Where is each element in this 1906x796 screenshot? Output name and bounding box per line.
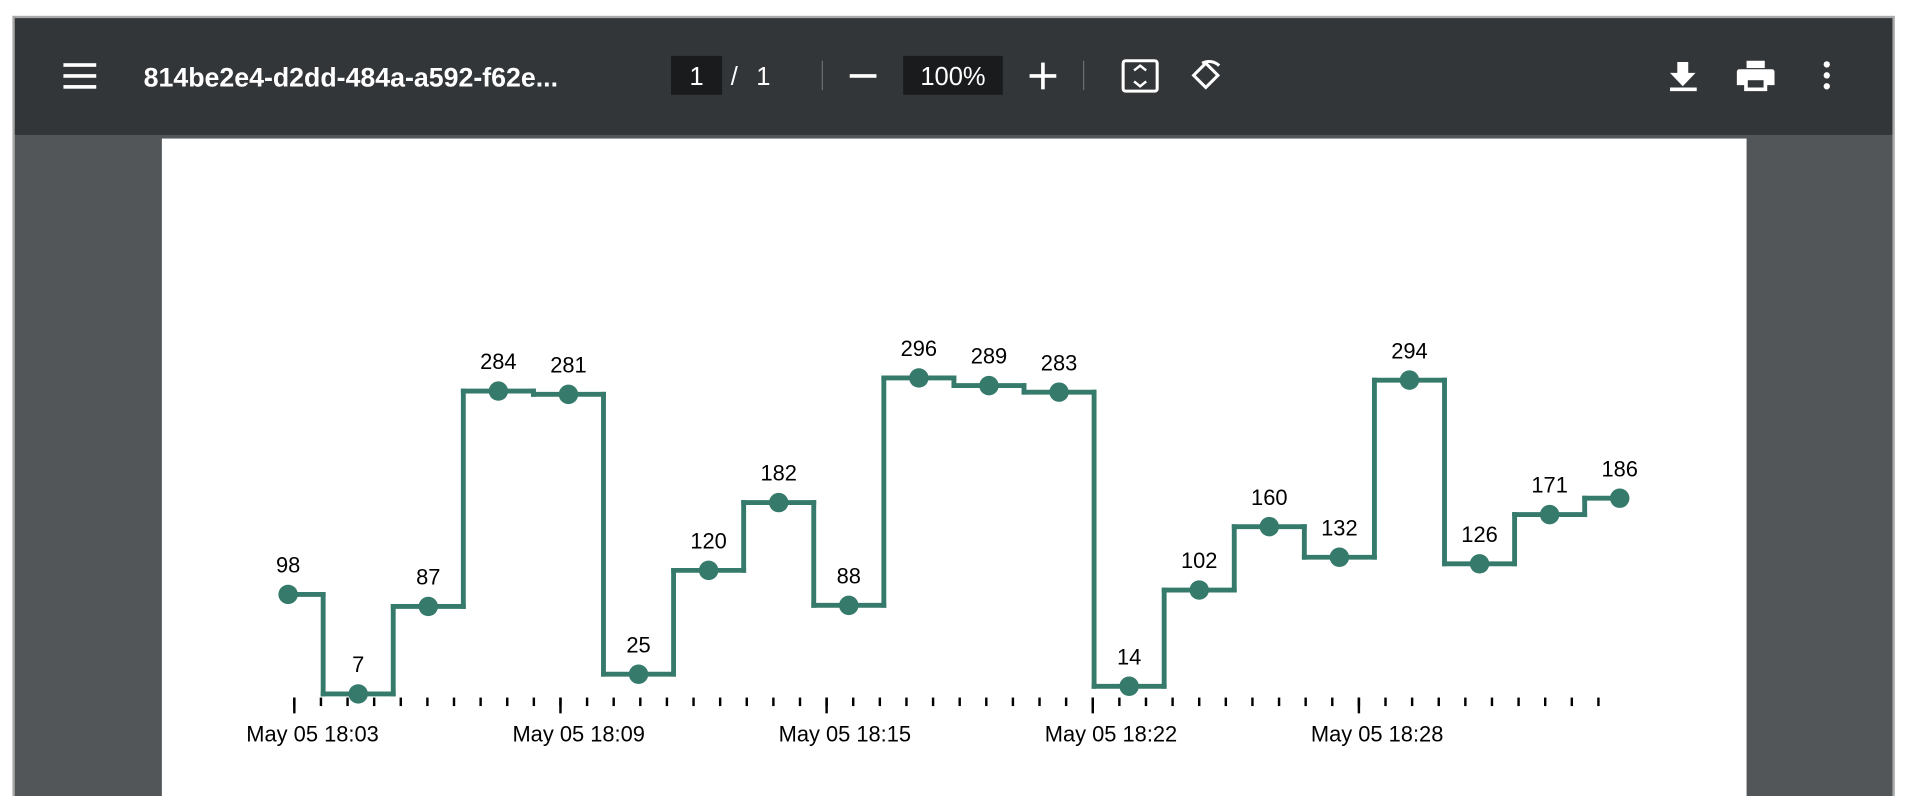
print-icon[interactable] [1736, 60, 1775, 92]
data-label: 98 [276, 553, 300, 578]
data-point [698, 560, 719, 581]
data-label: 102 [1181, 548, 1217, 573]
zoom-level: 100% [920, 63, 985, 91]
data-point [979, 375, 999, 396]
data-point [628, 664, 649, 684]
zoom-in[interactable] [1029, 62, 1057, 90]
data-label: 182 [760, 461, 796, 486]
x-tick-label: May 05 18:15 [779, 721, 911, 746]
x-tick-label: May 05 18:03 [246, 721, 378, 746]
data-label: 25 [626, 632, 650, 657]
data-point [418, 596, 439, 617]
data-label: 171 [1531, 473, 1567, 498]
data-label: 281 [550, 352, 586, 377]
data-point [1329, 547, 1350, 567]
zoom-input[interactable] [903, 55, 1003, 95]
data-point [839, 595, 859, 616]
data-label: 126 [1461, 522, 1497, 547]
page-input[interactable] [671, 55, 723, 95]
zoom-out[interactable] [849, 74, 877, 78]
data-point [278, 584, 298, 605]
data-point [1259, 516, 1280, 537]
page-number: 1 [689, 63, 703, 91]
x-tick-label: May 05 18:22 [1045, 721, 1177, 746]
data-label: 283 [1041, 350, 1077, 375]
data-label: 186 [1601, 456, 1637, 481]
data-label: 120 [690, 528, 726, 553]
data-point [1539, 504, 1560, 525]
data-label: 296 [901, 336, 937, 361]
page-separator: / [731, 63, 739, 91]
x-tick-label: May 05 18:28 [1311, 721, 1443, 746]
divider [1083, 60, 1085, 90]
pdf-page [161, 138, 1747, 796]
data-point [1469, 554, 1490, 574]
data-point [909, 368, 929, 388]
data-label: 160 [1251, 485, 1287, 510]
data-point [1609, 488, 1630, 508]
data-point [1119, 676, 1139, 696]
data-point [558, 384, 579, 405]
data-label: 132 [1321, 515, 1357, 540]
menu-icon[interactable] [63, 63, 97, 89]
data-point [768, 492, 789, 513]
page-count: 1 [756, 63, 770, 91]
data-point [1049, 382, 1069, 402]
x-tick-label: May 05 18:09 [512, 721, 644, 746]
chart: May 05 18:03 May 05 18:09 May 05 18:15 May … [246, 336, 1638, 746]
data-point [488, 381, 509, 401]
data-point [1399, 370, 1420, 390]
data-point [348, 684, 368, 704]
fit-page-icon[interactable] [1121, 59, 1159, 93]
divider [821, 60, 823, 90]
data-label: 289 [971, 344, 1007, 369]
filename: 814be2e4-d2dd-484a-a592-f62e... [144, 62, 558, 92]
data-label: 14 [1117, 644, 1141, 669]
data-point [1189, 580, 1209, 600]
data-label: 294 [1391, 338, 1427, 363]
download-icon[interactable] [1670, 61, 1697, 92]
data-label: 284 [480, 349, 516, 374]
data-label: 7 [352, 652, 364, 677]
rotate-icon[interactable] [1191, 60, 1221, 90]
data-label: 88 [837, 563, 861, 588]
more-icon[interactable] [1823, 61, 1830, 90]
data-label: 87 [416, 565, 440, 590]
